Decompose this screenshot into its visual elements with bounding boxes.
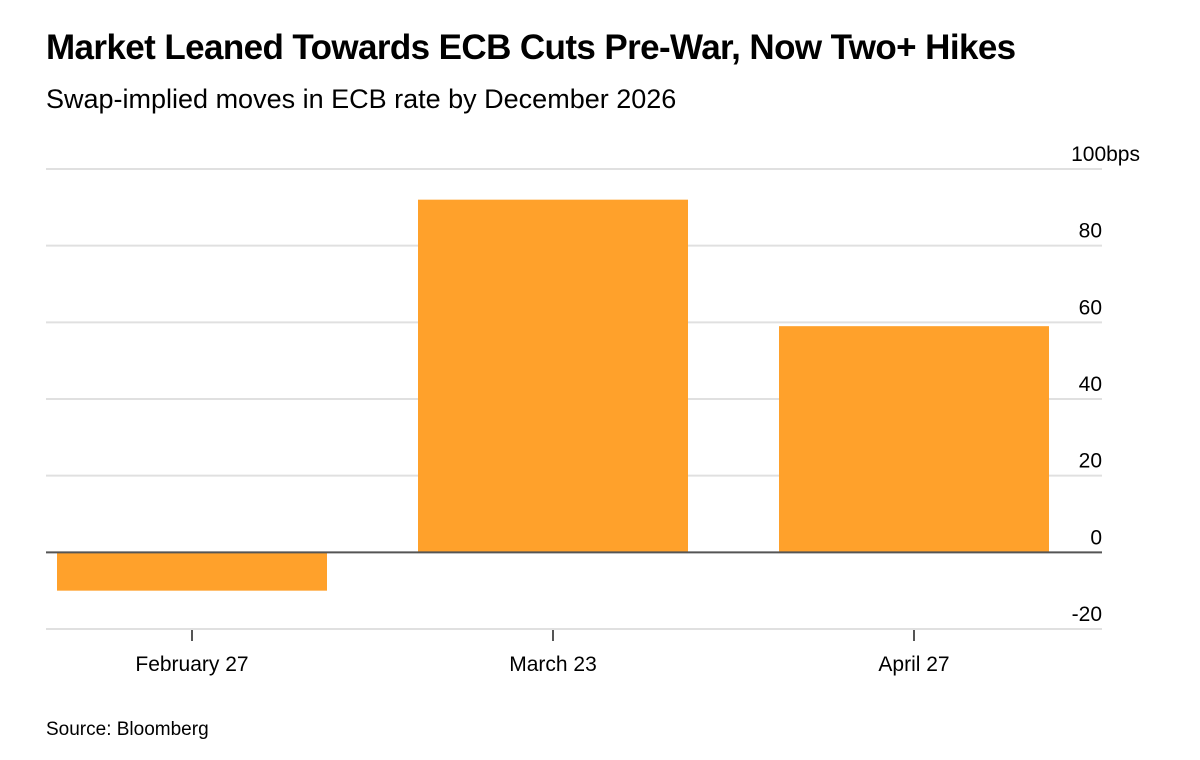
bar-february-27	[57, 552, 327, 591]
axes: -20 0 20 40 60 80 100bps February 27 March 23 Apr…	[46, 143, 1140, 676]
y-tick-label: 20	[1079, 450, 1102, 473]
x-tick-label: March 23	[509, 653, 597, 676]
y-tick-label: -20	[1072, 603, 1102, 626]
bars	[57, 199, 1049, 591]
bar-april-27	[779, 326, 1049, 553]
bar-march-23	[418, 199, 688, 553]
chart-title: Market Leaned Towards ECB Cuts Pre-War, …	[46, 28, 1016, 67]
y-tick-label: 40	[1079, 373, 1102, 396]
y-tick-label: 60	[1079, 296, 1102, 319]
x-tick-label: February 27	[135, 653, 248, 676]
chart-subtitle: Swap-implied moves in ECB rate by Decemb…	[46, 84, 677, 114]
source-note: Source: Bloomberg	[46, 719, 209, 740]
y-tick-label: 100bps	[1071, 143, 1140, 166]
x-tick-label: April 27	[878, 653, 949, 676]
y-tick-label: 0	[1090, 526, 1102, 549]
y-tick-label: 80	[1079, 220, 1102, 243]
